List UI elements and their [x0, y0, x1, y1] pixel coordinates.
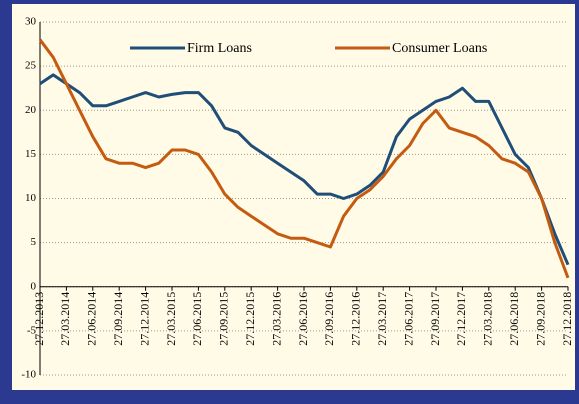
- y-tick-label: 15: [25, 148, 37, 160]
- y-tick-label: 20: [25, 104, 37, 116]
- y-tick-label: -5: [27, 324, 37, 336]
- x-tick-label: 27.03.2014: [58, 292, 72, 346]
- plot-panel: [12, 4, 575, 390]
- x-tick-label: 27.03.2015: [164, 292, 178, 346]
- y-tick-label: 0: [31, 280, 37, 292]
- x-tick-label: 27.03.2016: [269, 292, 283, 346]
- legend-label: Firm Loans: [187, 41, 252, 56]
- y-tick-label: 10: [25, 192, 37, 204]
- x-tick-label: 27.09.2017: [428, 292, 442, 346]
- x-tick-label: 27.12.2016: [349, 292, 363, 346]
- x-tick-label: 27.12.2015: [243, 292, 257, 346]
- x-tick-label: 27.09.2016: [322, 292, 336, 346]
- x-tick-label: 27.09.2014: [111, 292, 125, 346]
- x-tick-label: 27.03.2018: [481, 292, 495, 346]
- x-tick-label: 27.09.2015: [217, 292, 231, 346]
- series-line: [39, 73, 570, 266]
- x-tick-label: 27.03.2017: [375, 292, 389, 346]
- x-tick-label: 27.12.2018: [560, 292, 574, 346]
- y-tick-label: 5: [31, 236, 37, 248]
- y-tick-label: -10: [21, 369, 36, 381]
- x-tick-label: 27.06.2016: [296, 292, 310, 346]
- x-tick-label: 27.06.2017: [401, 292, 415, 346]
- x-tick-label: 27.12.2017: [454, 292, 468, 346]
- series-line: [38, 38, 570, 279]
- x-tick-label: 27.12.2014: [137, 292, 151, 346]
- x-tick-label: 27.12.2013: [32, 292, 46, 346]
- y-tick-label: 25: [25, 60, 37, 72]
- legend-label: Consumer Loans: [392, 41, 487, 56]
- y-tick-label: 30: [25, 16, 37, 28]
- x-tick-label: 27.06.2018: [507, 292, 521, 346]
- x-tick-label: 27.06.2014: [85, 292, 99, 346]
- x-tick-label: 27.09.2018: [533, 292, 547, 346]
- x-tick-label: 27.06.2015: [190, 292, 204, 346]
